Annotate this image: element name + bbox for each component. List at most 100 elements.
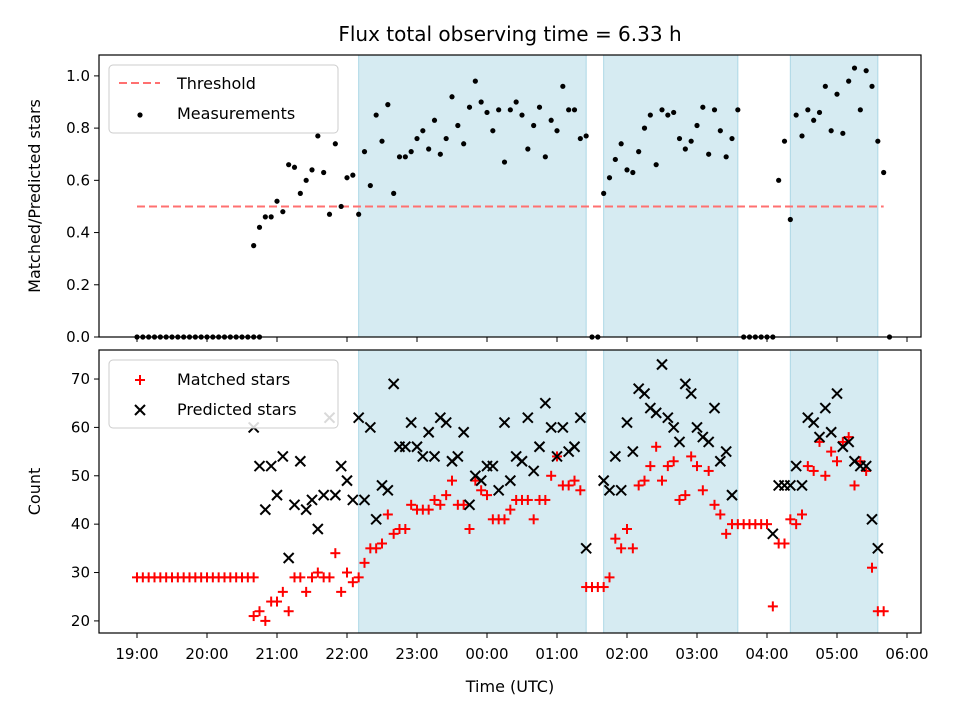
measurement-point bbox=[665, 112, 671, 118]
predicted-star-point bbox=[720, 445, 732, 458]
shaded-interval bbox=[603, 54, 739, 338]
measurement-point bbox=[262, 214, 268, 220]
predicted-star-point bbox=[317, 489, 330, 501]
cross-b bbox=[551, 450, 563, 463]
measurement-point bbox=[560, 83, 566, 89]
legend-measurement-swatch bbox=[137, 112, 143, 118]
cross-b bbox=[312, 523, 324, 535]
matched-star-point bbox=[598, 582, 609, 593]
matched-star-point bbox=[843, 432, 854, 443]
cross-b bbox=[627, 445, 639, 458]
cross-b bbox=[574, 412, 587, 424]
matched-star-point bbox=[785, 514, 796, 525]
matched-star-point bbox=[797, 509, 807, 520]
measurement-point bbox=[851, 65, 858, 71]
measurement-point bbox=[256, 224, 263, 230]
y-tick-label: 20 bbox=[71, 612, 90, 630]
measurement-point bbox=[391, 190, 397, 196]
cross-b bbox=[422, 426, 435, 438]
plot-frame bbox=[98, 54, 922, 338]
cross-b bbox=[277, 450, 289, 463]
measurement-point bbox=[583, 133, 589, 139]
measurement-point bbox=[566, 107, 572, 113]
matched-star-point bbox=[826, 446, 837, 457]
cross-b bbox=[644, 402, 657, 414]
measurement-point bbox=[671, 109, 677, 116]
matched-star-point bbox=[435, 499, 446, 510]
measurement-point bbox=[834, 91, 840, 97]
matched-star-point bbox=[622, 523, 632, 534]
predicted-star-point bbox=[807, 416, 820, 429]
matched-star-point bbox=[301, 586, 312, 597]
measurement-point bbox=[297, 190, 303, 196]
shaded-interval bbox=[358, 54, 587, 338]
predicted-star-point bbox=[784, 479, 797, 492]
measurement-point bbox=[700, 104, 706, 110]
cross-b bbox=[667, 421, 680, 434]
y-tick-label: 0.4 bbox=[66, 224, 90, 242]
measurement-point bbox=[606, 175, 613, 181]
cross-b bbox=[370, 513, 382, 526]
measurement-point bbox=[519, 112, 525, 118]
matched-star-point bbox=[767, 601, 778, 612]
cross-b bbox=[533, 441, 546, 453]
matched-star-point bbox=[295, 572, 306, 583]
cross-b bbox=[615, 484, 627, 496]
matched-star-point bbox=[260, 615, 271, 626]
predicted-star-point bbox=[813, 431, 826, 443]
matched-star-point bbox=[674, 494, 685, 505]
cross-b bbox=[271, 489, 283, 501]
cross-b bbox=[306, 494, 318, 506]
measurement-point bbox=[787, 216, 793, 223]
matched-star-point bbox=[347, 577, 358, 588]
measurement-point bbox=[875, 138, 881, 144]
predicted-star-point bbox=[259, 503, 272, 516]
predicted-star-point bbox=[831, 387, 843, 400]
matched-star-point bbox=[528, 514, 539, 525]
matched-star-point bbox=[651, 441, 662, 452]
cross-b bbox=[259, 503, 272, 516]
predicted-star-point bbox=[533, 441, 546, 453]
matched-star-point bbox=[330, 548, 341, 559]
measurement-point bbox=[548, 117, 554, 123]
measurement-point bbox=[531, 122, 537, 129]
cross-b bbox=[697, 431, 709, 443]
measurement-point bbox=[315, 133, 321, 139]
measurement-point bbox=[408, 149, 414, 155]
predicted-star-point bbox=[498, 416, 511, 429]
shaded-interval bbox=[358, 349, 587, 634]
measurement-point bbox=[373, 112, 379, 118]
measurement-point bbox=[332, 141, 338, 147]
measurement-point bbox=[426, 146, 432, 152]
measurement-point bbox=[601, 190, 607, 196]
predicted-star-point bbox=[621, 416, 633, 429]
measurement-point bbox=[618, 141, 624, 147]
measurement-point bbox=[624, 167, 630, 173]
measurement-point bbox=[828, 128, 834, 134]
matched-star-point bbox=[709, 499, 720, 510]
matched-star-point bbox=[867, 562, 877, 573]
matched-star-point bbox=[505, 504, 516, 515]
y-tick-label: 1.0 bbox=[66, 67, 90, 85]
measurement-point bbox=[676, 135, 683, 142]
matched-star-point bbox=[353, 572, 364, 583]
predicted-star-point bbox=[615, 484, 627, 496]
y-tick-label: 40 bbox=[71, 515, 90, 533]
predicted-star-point bbox=[825, 426, 837, 438]
predicted-star-point bbox=[364, 421, 377, 434]
measurement-point bbox=[350, 172, 356, 178]
x-tick-label: 05:00 bbox=[815, 645, 858, 663]
ratio-panel: 0.0 0.2 0.4 0.6 0.8 1.0 Matched/Predicted star… bbox=[25, 54, 922, 346]
matched-star-point bbox=[802, 461, 813, 472]
matched-star-point bbox=[248, 572, 259, 583]
cross-b bbox=[329, 489, 342, 501]
matched-star-point bbox=[762, 519, 772, 530]
cross-b bbox=[335, 460, 347, 472]
measurement-point bbox=[536, 104, 543, 110]
cross-b bbox=[557, 421, 569, 434]
measurement-point bbox=[729, 135, 735, 142]
predicted-star-point bbox=[440, 416, 452, 429]
cross-b bbox=[650, 407, 662, 419]
cross-b bbox=[848, 455, 861, 467]
predicted-star-point bbox=[422, 426, 435, 438]
